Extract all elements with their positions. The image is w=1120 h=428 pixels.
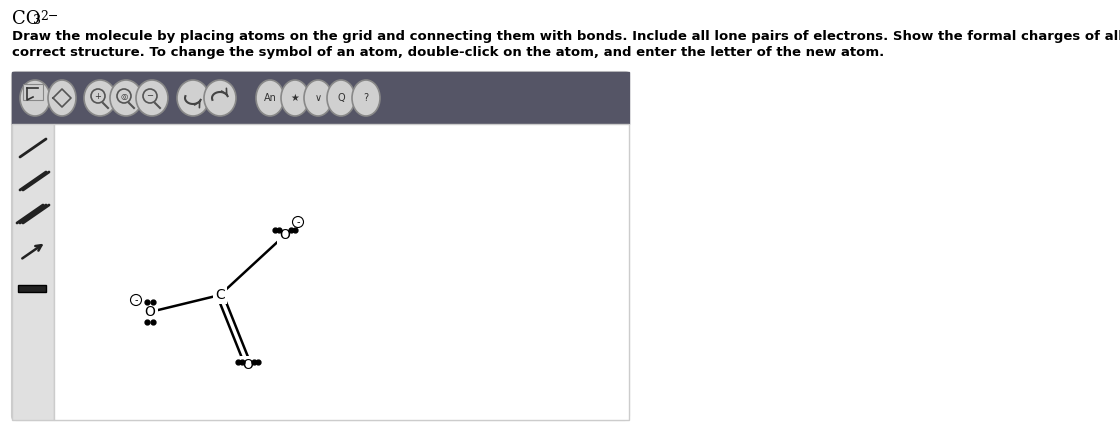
Text: An: An: [263, 93, 277, 103]
Ellipse shape: [281, 80, 309, 116]
Ellipse shape: [110, 80, 142, 116]
Ellipse shape: [48, 80, 76, 116]
Text: Q: Q: [337, 93, 345, 103]
Ellipse shape: [304, 80, 332, 116]
Ellipse shape: [177, 80, 209, 116]
Text: +: +: [94, 92, 102, 101]
FancyBboxPatch shape: [12, 72, 629, 420]
Bar: [54, 124, 629, 420]
Text: -: -: [134, 295, 138, 305]
Text: O: O: [243, 358, 253, 372]
Text: ∨: ∨: [315, 93, 321, 103]
Ellipse shape: [256, 80, 284, 116]
FancyArrow shape: [18, 285, 46, 291]
Text: ◎: ◎: [120, 92, 128, 101]
Bar: [12, 124, 54, 420]
Text: ?: ?: [363, 93, 368, 103]
Text: 2−: 2−: [40, 10, 58, 23]
Text: C: C: [215, 288, 225, 302]
Text: O: O: [144, 305, 156, 319]
Ellipse shape: [204, 80, 236, 116]
Text: correct structure. To change the symbol of an atom, double-click on the atom, an: correct structure. To change the symbol …: [12, 46, 885, 59]
Ellipse shape: [84, 80, 116, 116]
Ellipse shape: [352, 80, 380, 116]
Bar: [12, 72, 629, 124]
Text: Draw the molecule by placing atoms on the grid and connecting them with bonds. I: Draw the molecule by placing atoms on th…: [12, 30, 1120, 43]
Text: −: −: [147, 92, 153, 101]
Ellipse shape: [20, 80, 50, 116]
Text: CO: CO: [12, 10, 40, 28]
Text: 3: 3: [32, 14, 41, 27]
Text: -: -: [297, 217, 300, 227]
Text: O: O: [280, 228, 290, 242]
Ellipse shape: [136, 80, 168, 116]
Text: ★: ★: [290, 93, 299, 103]
Bar: [24, 84, 43, 100]
Ellipse shape: [327, 80, 355, 116]
